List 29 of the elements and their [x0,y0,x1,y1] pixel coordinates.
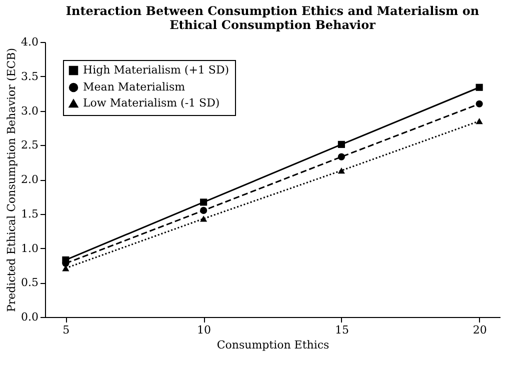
y-tick-label: 3.0 [21,104,38,118]
y-axis-title: Predicted Ethical Consumption Behavior (ECB) [5,48,18,312]
point [476,118,483,124]
point [338,168,345,174]
x-tick-label: 15 [334,324,349,336]
point [200,198,208,206]
point [338,140,345,148]
x-axis-title: Consumption Ethics [216,338,330,352]
point [476,84,483,91]
y-tick-label: 2.0 [21,173,38,186]
y-tick-label: 1.0 [21,242,38,255]
point [200,216,208,222]
x-tick-label: 10 [197,324,212,336]
y-tick-label: 2.5 [21,138,38,152]
y-tick-label: 0.5 [21,276,38,290]
text: Ethical Consumption Behavior [170,18,376,32]
point [200,206,208,214]
y-tick-label: 3.5 [21,70,38,83]
y-tick-label: 0.0 [21,310,38,324]
x-tick-label: 20 [472,324,487,336]
y-tick-label: 1.5 [21,207,38,220]
legend-label: Mean Materialism [83,80,186,94]
point [476,100,483,108]
y-tick-label: 4.0 [21,36,38,48]
legend-label: Low Materialism (-1 SD) [83,96,220,110]
x-tick-label: 5 [62,324,70,336]
point [338,153,345,160]
legend-label: High Materialism (+1 SD) [83,64,230,76]
text: Interaction Between Consumption Ethics and Materialism on [66,4,480,18]
